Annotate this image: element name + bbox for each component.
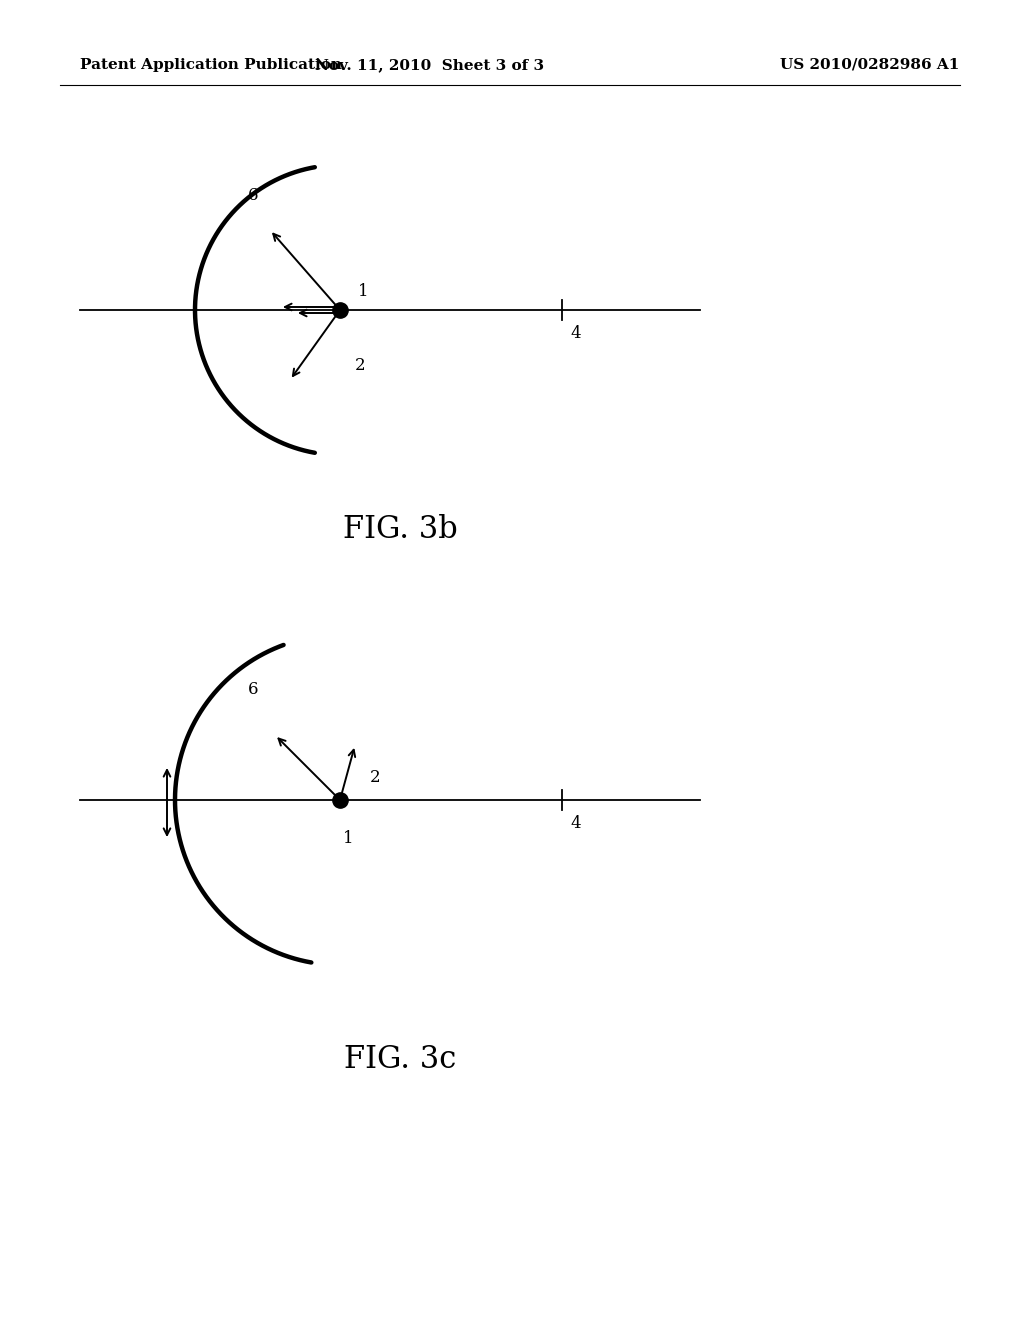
Text: 2: 2 (355, 356, 366, 374)
Text: Nov. 11, 2010  Sheet 3 of 3: Nov. 11, 2010 Sheet 3 of 3 (315, 58, 545, 73)
Text: 2: 2 (370, 770, 381, 787)
Text: FIG. 3c: FIG. 3c (344, 1044, 456, 1076)
Text: US 2010/0282986 A1: US 2010/0282986 A1 (780, 58, 959, 73)
Text: 6: 6 (248, 186, 258, 203)
Text: Patent Application Publication: Patent Application Publication (80, 58, 342, 73)
Text: 1: 1 (343, 830, 353, 847)
Text: 6: 6 (248, 681, 258, 698)
Text: FIG. 3b: FIG. 3b (343, 515, 458, 545)
Text: 4: 4 (570, 814, 581, 832)
Text: 1: 1 (358, 284, 369, 301)
Text: 4: 4 (570, 325, 581, 342)
